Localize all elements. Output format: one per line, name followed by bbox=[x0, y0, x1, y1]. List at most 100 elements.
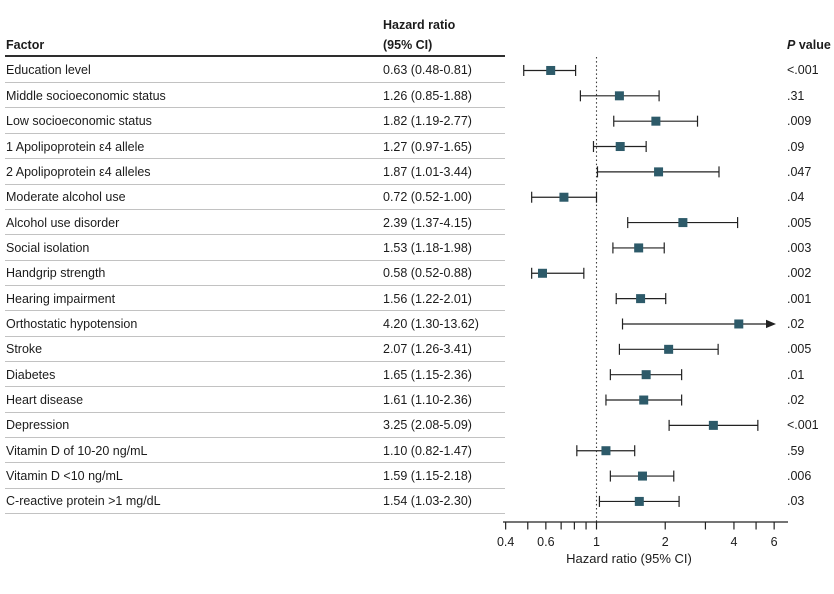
factor-label: Handgrip strength bbox=[6, 266, 106, 281]
hazard-ratio-marker bbox=[615, 142, 625, 152]
hazard-ratio-ci-value: 1.59 (1.15-2.18) bbox=[383, 469, 472, 484]
row-separator bbox=[5, 82, 505, 84]
p-value-italic-p: P bbox=[787, 38, 796, 52]
hazard-ratio-ci-value: 1.82 (1.19-2.77) bbox=[383, 114, 472, 129]
hazard-ratio-ci-value: 1.54 (1.03-2.30) bbox=[383, 494, 472, 509]
column-header-p-value: P value bbox=[787, 38, 831, 52]
row-separator bbox=[5, 411, 505, 413]
p-value: .002 bbox=[787, 266, 812, 281]
hazard-ratio-ci-value: 1.10 (0.82-1.47) bbox=[383, 443, 472, 458]
table-row: Depression 3.25 (2.08-5.09) <.001 bbox=[0, 413, 834, 439]
p-value: <.001 bbox=[787, 418, 819, 433]
table-row: Moderate alcohol use 0.72 (0.52-1.00) .0… bbox=[0, 185, 834, 210]
row-separator bbox=[5, 284, 505, 286]
hazard-ratio-marker bbox=[664, 344, 674, 354]
factor-label: Diabetes bbox=[6, 367, 56, 382]
factor-label: Education level bbox=[6, 63, 91, 78]
table-row: Handgrip strength 0.58 (0.52-0.88) .002 bbox=[0, 261, 834, 286]
row-separator bbox=[5, 259, 505, 261]
factor-label: Depression bbox=[6, 418, 70, 433]
hazard-ratio-marker bbox=[636, 294, 646, 304]
factor-label: Middle socioeconomic status bbox=[6, 88, 166, 103]
hazard-ratio-ci-value: 1.61 (1.10-2.36) bbox=[383, 393, 472, 408]
hazard-ratio-marker bbox=[651, 116, 661, 126]
factor-label: 2 Apolipoprotein ε4 alleles bbox=[6, 164, 151, 179]
hazard-ratio-marker bbox=[614, 91, 624, 101]
hazard-ratio-marker bbox=[654, 167, 664, 177]
row-separator bbox=[5, 360, 505, 362]
hazard-ratio-ci-value: 0.72 (0.52-1.00) bbox=[383, 190, 472, 205]
ci-clipped-arrow-icon bbox=[766, 319, 776, 329]
x-axis-tick-label: 0.6 bbox=[537, 535, 554, 549]
p-value: .59 bbox=[787, 443, 805, 458]
hazard-ratio-ci-value: 0.63 (0.48-0.81) bbox=[383, 63, 472, 78]
p-value: .02 bbox=[787, 316, 805, 331]
hazard-ratio-ci-value: 1.27 (0.97-1.65) bbox=[383, 139, 472, 154]
table-row: Vitamin D of 10-20 ng/mL 1.10 (0.82-1.47… bbox=[0, 438, 834, 464]
hazard-ratio-ci-value: 2.39 (1.37-4.15) bbox=[383, 215, 472, 230]
p-value: <.001 bbox=[787, 63, 819, 78]
x-axis-tick-label: 4 bbox=[730, 535, 737, 549]
row-separator bbox=[5, 437, 505, 439]
factor-label: Heart disease bbox=[6, 393, 84, 408]
row-separator bbox=[5, 183, 505, 185]
hazard-ratio-ci-value: 1.87 (1.01-3.44) bbox=[383, 164, 472, 179]
hazard-ratio-ci-value: 1.65 (1.15-2.36) bbox=[383, 367, 472, 382]
table-row: Education level 0.63 (0.48-0.81) <.001 bbox=[0, 58, 834, 84]
factor-label: Low socioeconomic status bbox=[6, 114, 152, 129]
x-axis-tick-label: 1 bbox=[593, 535, 600, 549]
table-row: Middle socioeconomic status 1.26 (0.85-1… bbox=[0, 83, 834, 109]
table-row: Vitamin D <10 ng/mL 1.59 (1.15-2.18) .00… bbox=[0, 463, 834, 489]
factor-label: Orthostatic hypotension bbox=[6, 316, 138, 331]
p-value: .04 bbox=[787, 190, 805, 205]
table-row: Orthostatic hypotension 4.20 (1.30-13.62… bbox=[0, 311, 834, 337]
table-row: Low socioeconomic status 1.82 (1.19-2.77… bbox=[0, 109, 834, 134]
p-value: .03 bbox=[787, 494, 805, 509]
row-separator bbox=[5, 310, 505, 312]
factor-label: Vitamin D of 10-20 ng/mL bbox=[6, 443, 148, 458]
row-separator bbox=[5, 462, 505, 464]
factor-label: Vitamin D <10 ng/mL bbox=[6, 469, 123, 484]
hazard-ratio-marker bbox=[639, 395, 649, 405]
row-separator bbox=[5, 107, 505, 109]
row-separator bbox=[5, 487, 505, 489]
hazard-ratio-ci-value: 1.56 (1.22-2.01) bbox=[383, 291, 472, 306]
x-axis-tick-label: 6 bbox=[771, 535, 778, 549]
p-value: .005 bbox=[787, 215, 812, 230]
hazard-ratio-marker bbox=[641, 370, 651, 380]
x-axis-tick-label: 2 bbox=[662, 535, 669, 549]
column-header-hazard-ratio: Hazard ratio (95% CI) bbox=[383, 15, 455, 55]
factor-label: Moderate alcohol use bbox=[6, 190, 126, 205]
hazard-ratio-ci-value: 3.25 (2.08-5.09) bbox=[383, 418, 472, 433]
p-value: .003 bbox=[787, 240, 812, 255]
table-row: Stroke 2.07 (1.26-3.41) .005 bbox=[0, 337, 834, 362]
p-value: .02 bbox=[787, 393, 805, 408]
table-row: Heart disease 1.61 (1.10-2.36) .02 bbox=[0, 387, 834, 413]
table-row: Social isolation 1.53 (1.18-1.98) .003 bbox=[0, 235, 834, 261]
factor-label: Hearing impairment bbox=[6, 291, 116, 306]
hazard-ratio-marker bbox=[537, 268, 547, 278]
table-row: C-reactive protein >1 mg/dL 1.54 (1.03-2… bbox=[0, 489, 834, 515]
factor-label: Alcohol use disorder bbox=[6, 215, 120, 230]
hazard-ratio-marker bbox=[637, 471, 647, 481]
p-value: .09 bbox=[787, 139, 805, 154]
table-row: Diabetes 1.65 (1.15-2.36) .01 bbox=[0, 362, 834, 388]
hazard-ratio-marker bbox=[559, 192, 569, 202]
table-row: 2 Apolipoprotein ε4 alleles 1.87 (1.01-3… bbox=[0, 159, 834, 185]
row-separator bbox=[5, 335, 505, 337]
factor-label: Stroke bbox=[6, 342, 43, 357]
hazard-ratio-marker bbox=[634, 496, 644, 506]
table-row: 1 Apolipoprotein ε4 allele 1.27 (0.97-1.… bbox=[0, 134, 834, 160]
row-separator bbox=[5, 513, 505, 515]
table-row: Alcohol use disorder 2.39 (1.37-4.15) .0… bbox=[0, 210, 834, 236]
p-value-rest: value bbox=[795, 38, 831, 52]
header-rule bbox=[5, 55, 505, 57]
x-axis-tick-label: 0.4 bbox=[497, 535, 514, 549]
factor-label: 1 Apolipoprotein ε4 allele bbox=[6, 139, 145, 154]
table-row: Hearing impairment 1.56 (1.22-2.01) .001 bbox=[0, 286, 834, 312]
hazard-ratio-marker bbox=[708, 420, 718, 430]
hazard-ratio-ci-value: 4.20 (1.30-13.62) bbox=[383, 316, 479, 331]
column-header-factor: Factor bbox=[6, 38, 45, 52]
column-header-hazard-ratio-line2: (95% CI) bbox=[383, 38, 433, 52]
